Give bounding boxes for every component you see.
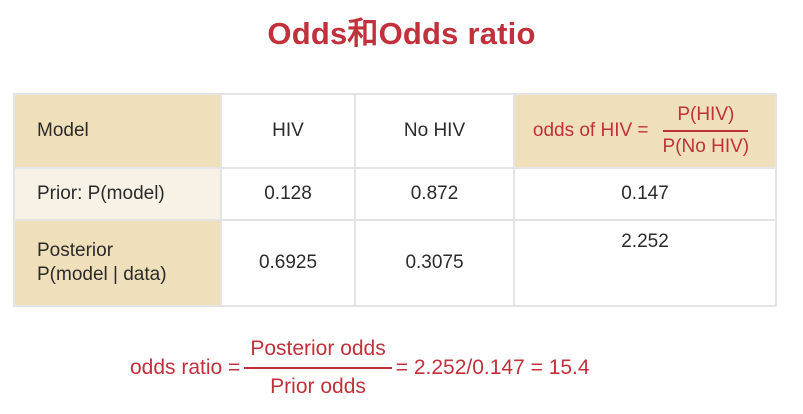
posterior-hiv-value: 0.6925 [220, 219, 356, 307]
posterior-no-hiv-value: 0.3075 [354, 219, 515, 307]
row-label-prior: Prior: P(model) [13, 167, 222, 221]
row-label-posterior-line2: P(model | data) [37, 264, 167, 285]
odds-ratio-denominator: Prior odds [270, 375, 366, 398]
header-model-cell: Model [13, 93, 222, 169]
odds-formula-numerator: P(HIV) [663, 104, 749, 132]
row-label-posterior-line1: Posterior [37, 240, 114, 261]
header-odds-formula-cell: odds of HIV = P(HIV) P(No HIV) [513, 93, 777, 169]
odds-ratio-rhs: = 2.252/0.147 = 15.4 [395, 356, 590, 379]
posterior-odds-value: 2.252 [513, 219, 777, 307]
odds-ratio-fraction: Posterior odds Prior odds [244, 336, 392, 400]
table-row-posterior: Posterior P(model | data) 0.6925 0.3075 … [13, 219, 777, 307]
header-hiv-cell: HIV [220, 93, 356, 169]
prior-no-hiv-value: 0.872 [354, 167, 515, 221]
table-row-prior: Prior: P(model) 0.128 0.872 0.147 [13, 167, 777, 221]
table-header-row: Model HIV No HIV odds of HIV = P(HIV) P(… [13, 93, 777, 169]
page-title: Odds和Odds ratio [267, 16, 536, 51]
odds-ratio-lhs: odds ratio = [130, 356, 241, 379]
prior-hiv-value: 0.128 [220, 167, 356, 221]
odds-formula-fraction: P(HIV) P(No HIV) [655, 104, 758, 158]
row-label-posterior: Posterior P(model | data) [13, 219, 222, 307]
odds-formula-denominator: P(No HIV) [662, 136, 750, 157]
prior-odds-value: 0.147 [513, 167, 777, 221]
odds-formula-lhs: odds of HIV = [532, 120, 649, 141]
odds-table: Model HIV No HIV odds of HIV = P(HIV) P(… [13, 93, 777, 307]
odds-formula: odds of HIV = P(HIV) P(No HIV) [533, 104, 757, 158]
odds-ratio-numerator: Posterior odds [244, 336, 392, 369]
header-no-hiv-cell: No HIV [354, 93, 515, 169]
odds-ratio-formula: odds ratio = Posterior odds Prior odds =… [130, 336, 590, 400]
